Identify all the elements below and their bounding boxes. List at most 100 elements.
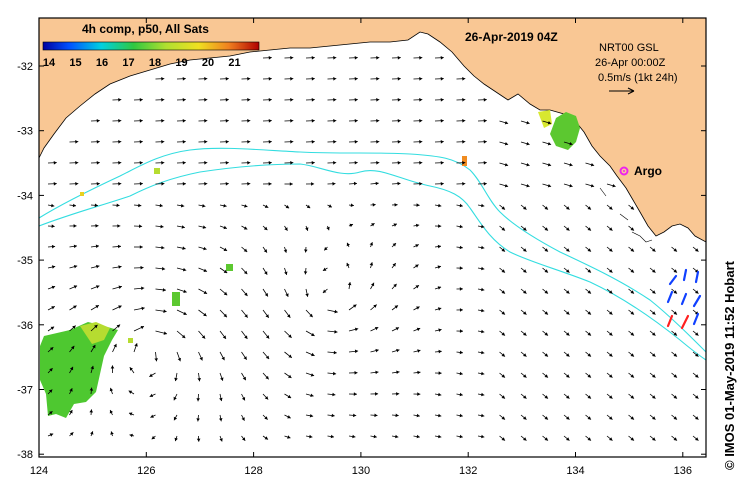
current-vector-head: [347, 282, 352, 286]
current-vector-head: [75, 140, 79, 144]
current-vector-head: [354, 56, 358, 60]
current-vector-head: [241, 417, 245, 421]
current-vector-head: [547, 142, 552, 146]
current-vector-head: [394, 305, 398, 309]
current-vector-head: [438, 349, 442, 354]
lat-tick-label: -36: [17, 320, 33, 332]
argo-float-marker[interactable]: Argo: [619, 164, 663, 178]
drifter-track[interactable]: [680, 292, 688, 306]
current-vector-head: [376, 56, 380, 60]
current-vector-head: [440, 161, 444, 165]
current-vector-head: [673, 332, 677, 336]
current-vector-head: [652, 290, 656, 294]
current-vector-head: [117, 224, 121, 228]
colorbar: 4h comp, p50, All Sats 14 15 16 17 18 19 20 21: [42, 22, 260, 69]
info-block: NRT00 GSL 26-Apr 00:00Z 0.5m/s (1kt 24h): [595, 42, 677, 95]
colorbar-tick-label: 17: [122, 57, 134, 69]
drifter-track[interactable]: [682, 268, 688, 282]
current-vector-head: [609, 248, 613, 252]
current-vector-head: [96, 119, 100, 123]
current-vector-head: [673, 374, 677, 378]
current-vector-head: [695, 248, 699, 252]
current-vector-head: [695, 437, 699, 441]
current-vector-head: [547, 163, 552, 167]
current-vector-head: [333, 98, 337, 102]
current-vector-head: [609, 269, 613, 273]
current-vector-head: [128, 390, 133, 394]
current-vector-head: [609, 374, 613, 378]
current-vector-head: [225, 140, 229, 144]
current-vector-head: [481, 350, 485, 355]
current-vector-head: [652, 311, 656, 315]
current-vector-head: [203, 290, 208, 294]
current-vector-head: [265, 335, 270, 339]
current-vector-head: [501, 374, 505, 378]
current-vector-head: [630, 269, 634, 273]
current-vector-head: [630, 248, 634, 252]
current-vector-head: [328, 204, 332, 208]
info-scale: 0.5m/s (1kt 24h): [598, 72, 677, 84]
current-vector-head: [160, 224, 164, 229]
current-vector-head: [566, 374, 570, 378]
current-vector-head: [322, 267, 327, 271]
current-vector-head: [113, 343, 117, 348]
info-product: NRT00 GSL: [599, 42, 659, 54]
colorbar-tick-label: 14: [43, 57, 56, 69]
current-vector-head: [150, 414, 154, 418]
drifter-track[interactable]: [692, 312, 700, 326]
colorbar-tick-label: 21: [228, 57, 240, 69]
current-vector-head: [331, 413, 335, 418]
current-vector-head: [609, 206, 613, 210]
drifter-track[interactable]: [694, 270, 700, 284]
current-vector-head: [182, 140, 186, 144]
current-vector-head: [459, 266, 463, 270]
current-vector-head: [609, 416, 613, 420]
current-vector-head: [243, 226, 248, 230]
current-vector-head: [268, 119, 272, 123]
current-vector-head: [247, 98, 251, 102]
current-vector-head: [523, 374, 527, 378]
current-vector-head: [481, 203, 485, 208]
current-vector-head: [374, 327, 379, 331]
current-vector-head: [569, 142, 573, 146]
current-vector-head: [118, 285, 122, 289]
current-vector-head: [544, 248, 548, 252]
current-vector-head: [263, 226, 268, 231]
current-vector-head: [652, 332, 656, 336]
current-vector-head: [501, 395, 505, 399]
drifter-track[interactable]: [666, 314, 674, 328]
sst-patch-west: [40, 322, 118, 418]
current-vector-head: [375, 181, 379, 186]
colorbar-ticks: 14 15 16 17 18 19 20 21: [43, 57, 241, 69]
current-vector-head: [268, 140, 272, 144]
current-vector-head: [523, 269, 527, 273]
current-vector-head: [333, 77, 337, 81]
current-vector-head: [353, 181, 357, 186]
current-vector-head: [566, 248, 570, 252]
current-vector-head: [177, 357, 181, 362]
current-vector-head: [288, 334, 292, 338]
drifter-track[interactable]: [668, 274, 678, 286]
current-vector-head: [372, 203, 376, 207]
current-vector-head: [201, 335, 206, 339]
current-vector-head: [116, 324, 121, 328]
current-vector-head: [264, 204, 269, 208]
current-vector-head: [395, 434, 399, 439]
current-vector-head: [459, 371, 463, 376]
current-vector-head: [285, 205, 290, 209]
drifter-track[interactable]: [692, 294, 702, 308]
current-vector-head: [139, 161, 143, 165]
current-vector-head: [241, 397, 246, 401]
drifter-track[interactable]: [666, 290, 674, 304]
current-vector-head: [609, 437, 613, 441]
current-vector-head: [393, 223, 397, 227]
current-vector-head: [96, 140, 100, 144]
lat-tick-label: -37: [17, 385, 33, 397]
current-vector-head: [501, 269, 505, 273]
drifter-track[interactable]: [680, 314, 690, 330]
current-vector-head: [504, 142, 509, 146]
current-vector-head: [69, 388, 73, 392]
lat-tick-label: -33: [17, 126, 33, 138]
current-vector-head: [196, 418, 200, 422]
